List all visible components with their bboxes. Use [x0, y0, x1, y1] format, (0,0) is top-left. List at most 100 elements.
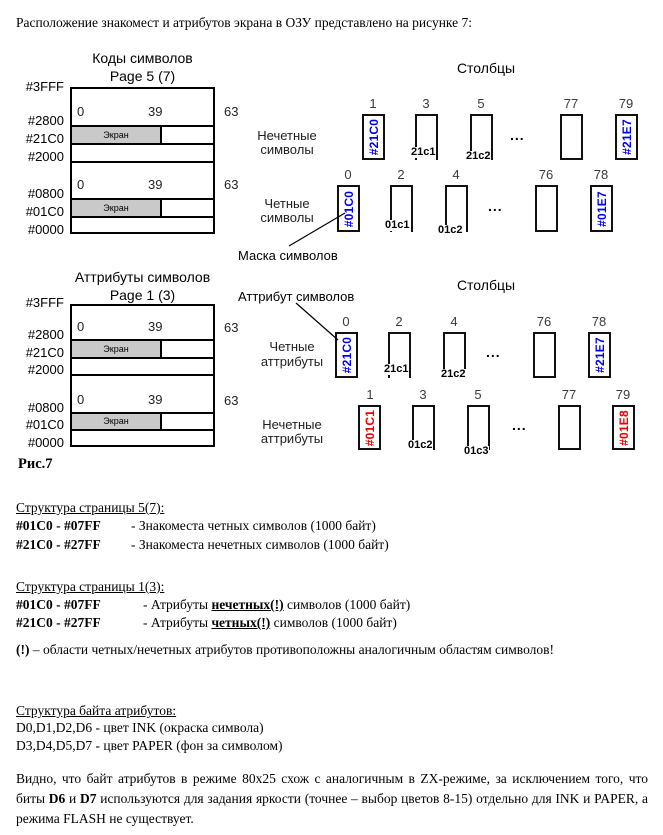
note-text: – области четных/нечетных атрибутов прот…	[29, 642, 555, 657]
addr-label: #21C0	[25, 345, 64, 360]
column-number: 1	[366, 387, 374, 402]
memmap-line	[72, 412, 213, 414]
note-bang: (!)	[16, 642, 30, 657]
column-number: 4	[452, 167, 460, 182]
bits-label: D3,D4,D5,D7	[16, 738, 93, 753]
addr-desc-em: четных(!)	[211, 615, 271, 630]
memmap-line	[72, 357, 213, 359]
band-col-63: 63	[224, 104, 239, 119]
column-addr-label: 21c1	[410, 146, 437, 158]
addr-desc-post: символов (1000 байт)	[283, 597, 411, 612]
memmap-symbols-title: Коды символов	[92, 50, 193, 66]
addr-label: #2000	[27, 362, 64, 377]
row-label-even-symbols-1: Четные	[264, 196, 310, 211]
memmap-line	[72, 339, 213, 341]
ellipsis: ...	[488, 198, 503, 214]
column-number: 0	[342, 314, 350, 329]
struct-row: #21C0 - #27FF - Атрибуты четных(!) символ…	[16, 613, 648, 632]
screen-band	[72, 200, 162, 216]
column-addr-label: 01c2	[437, 224, 464, 236]
struct-row: #01C0 - #07FF - Знакоместа четных символо…	[16, 516, 648, 535]
column-box	[467, 405, 490, 450]
addr-label: #21C0	[25, 131, 64, 146]
columns-title-attrs: Столбцы	[456, 277, 516, 293]
addr-label: #2800	[27, 327, 64, 342]
band-col-63: 63	[224, 320, 239, 335]
addr-range: #21C0 - #27FF	[16, 537, 101, 552]
column-box	[470, 114, 493, 160]
column-box	[558, 405, 581, 450]
column-number: 79	[618, 96, 634, 111]
column-box-last: #21E7	[588, 332, 611, 378]
addr-label: #3FFF	[25, 79, 64, 94]
hex-address-label: #01E7	[594, 190, 609, 227]
row-label-even-attrs-2: аттрибуты	[260, 354, 324, 369]
memmap-line	[72, 374, 213, 376]
figure-caption: Рис.7	[18, 456, 53, 472]
column-box-last: #21E7	[615, 114, 638, 160]
column-box-first: #01C1	[358, 405, 381, 450]
screen-band	[72, 414, 162, 429]
row-label-odd-attrs-2: аттрибуты	[260, 431, 324, 446]
column-number: 2	[397, 167, 405, 182]
struct-row: #01C0 - #07FF - Атрибуты нечетных(!) симв…	[16, 595, 648, 614]
column-number: 77	[561, 387, 577, 402]
column-number: 5	[474, 387, 482, 402]
memmap-attrs-box: Экран Экран 0 39 0 39	[70, 304, 215, 447]
column-box-first: #21C0	[335, 332, 358, 378]
memmap-line	[72, 429, 213, 431]
hex-address-label: #01C0	[341, 190, 356, 227]
bits-desc: - цвет INK (окраска символа)	[92, 720, 264, 735]
band-col-0: 0	[77, 104, 85, 119]
memmap-line	[72, 198, 213, 200]
column-box	[443, 332, 466, 378]
column-number: 78	[591, 314, 607, 329]
addr-label: #3FFF	[25, 295, 64, 310]
column-number: 79	[615, 387, 631, 402]
column-addr-label: 01c2	[407, 439, 434, 451]
column-number: 76	[538, 167, 554, 182]
hex-address-label: #21C0	[339, 336, 354, 374]
column-addr-label: 01c1	[384, 219, 411, 231]
memmap-line	[72, 125, 213, 127]
column-number: 5	[477, 96, 485, 111]
hex-address-label: #01C1	[362, 409, 377, 446]
addr-desc-pre: - Атрибуты	[143, 615, 212, 630]
memmap-symbols-box: Экран Экран 0 39 0 39	[70, 87, 215, 234]
column-box-first: #01C0	[337, 185, 360, 232]
column-box	[533, 332, 556, 378]
attr-annotation: Аттрибут символов	[238, 289, 355, 304]
band-col-39: 39	[148, 392, 163, 407]
row-label-odd-symbols-1: Нечетные	[257, 128, 317, 143]
band-col-0: 0	[77, 392, 85, 407]
memmap-attrs-title: Аттрибуты символов	[74, 269, 211, 285]
bits-label: D0,D1,D2,D6	[16, 720, 93, 735]
band-col-63: 63	[224, 393, 239, 408]
column-box	[445, 185, 468, 232]
addr-label: #0800	[27, 186, 64, 201]
screen-band-label: Экран	[103, 416, 129, 426]
ellipsis: ...	[512, 417, 527, 433]
section-header-attr-byte: Структура байта атрибутов:	[16, 703, 177, 718]
column-addr-label: 21c2	[440, 368, 467, 380]
addr-label: #2800	[27, 113, 64, 128]
column-number: 2	[395, 314, 403, 329]
mask-annotation: Маска символов	[238, 248, 338, 263]
addr-desc: - Знакоместа четных символов (1000 байт)	[131, 518, 376, 533]
note-paragraph: (!) – области четных/нечетных атрибутов …	[16, 640, 648, 659]
column-number: 76	[536, 314, 552, 329]
hex-address-label: #21E7	[592, 337, 607, 373]
ellipsis: ...	[486, 344, 501, 360]
attr-byte-row: D3,D4,D5,D7 - цвет PAPER (фон за символо…	[16, 736, 648, 755]
struct-row: #21C0 - #27FF - Знакоместа нечетных симво…	[16, 535, 648, 554]
memmap-line	[72, 216, 213, 218]
columns-title-symbols: Столбцы	[456, 60, 516, 76]
addr-range: #01C0 - #07FF	[16, 597, 101, 612]
hex-address-label: #01E8	[616, 409, 631, 446]
intro-paragraph: Расположение знакомест и атрибутов экран…	[16, 15, 473, 30]
screen-band-label: Экран	[103, 344, 129, 354]
bits-desc: - цвет PAPER (фон за символом)	[92, 738, 283, 753]
addr-range: #01C0 - #07FF	[16, 518, 101, 533]
memmap-attrs-page: Page 1 (3)	[109, 287, 176, 303]
